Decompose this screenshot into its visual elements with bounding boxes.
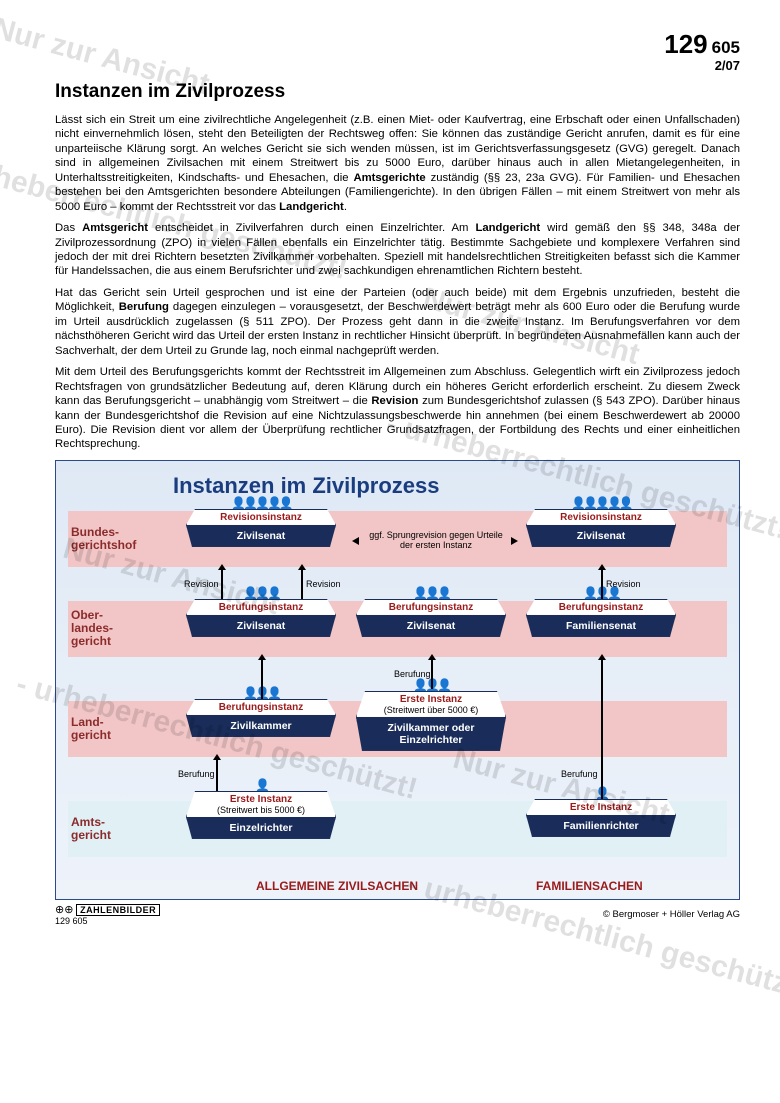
arrow-label: Berufung [394,669,431,679]
court-body-label: Zivilkammer [186,715,336,737]
sprungrevision-note: ggf. Sprungrevision gegen Urteile der er… [366,531,506,551]
court-body-label: Familienrichter [526,815,676,837]
arrow-label: Revision [184,579,219,589]
court-instance-label: Erste Instanz(Streitwert über 5000 €) [356,691,506,717]
appeal-arrow [261,659,263,699]
court-box-lg1: 👤👤👤BerufungsinstanzZivilkammer [186,699,336,737]
court-box-olg3: 👤👤👤BerufungsinstanzFamiliensenat [526,599,676,637]
page-title: Instanzen im Zivilprozess [55,81,740,103]
court-box-ag1: 👤Erste Instanz(Streitwert bis 5000 €)Ein… [186,791,336,839]
court-instance-label: Revisionsinstanz [186,509,336,525]
court-instance-label: Berufungsinstanz [186,699,336,715]
court-body-label: Zivilsenat [186,525,336,547]
appeal-arrow [601,569,603,599]
court-box-olg1: 👤👤👤BerufungsinstanzZivilsenat [186,599,336,637]
court-box-lg2: 👤👤👤Erste Instanz(Streitwert über 5000 €)… [356,691,506,751]
brand-label: ZAHLENBILDER [76,904,160,916]
court-body-label: Zivilsenat [356,615,506,637]
appeal-arrow [216,759,218,791]
judges-icon: 👤 [186,778,336,792]
arrow-label: Berufung [561,769,598,779]
court-instance-label: Berufungsinstanz [356,599,506,615]
court-level-label: Amts-gericht [68,816,166,842]
court-body-label: Einzelrichter [186,817,336,839]
arrow-label: Berufung [178,769,215,779]
arrow-right-icon [511,537,518,545]
diagram-container: Instanzen im Zivilprozess Bundes-gericht… [55,460,740,900]
arrow-label: Revision [306,579,341,589]
court-body-label: Zivilsenat [186,615,336,637]
court-body-label: Zivilkammer oder Einzelrichter [356,717,506,751]
court-box-ag2: 👤Erste InstanzFamilienrichter [526,799,676,837]
court-instance-label: Berufungsinstanz [526,599,676,615]
court-level-label: Ober-landes-gericht [68,609,166,649]
appeal-arrow [601,659,603,799]
arrow-left-icon [352,537,359,545]
court-instance-label: Berufungsinstanz [186,599,336,615]
page-number: 129605 2/07 [55,30,740,73]
court-body-label: Zivilsenat [526,525,676,547]
court-instance-label: Erste Instanz(Streitwert bis 5000 €) [186,791,336,817]
court-level-label: Land-gericht [68,716,166,742]
appeal-arrow [221,569,223,599]
paragraph-4: Mit dem Urteil des Berufungsgerichts kom… [55,365,740,452]
court-body-label: Familiensenat [526,615,676,637]
category-family: FAMILIENSACHEN [536,879,643,893]
copyright: © Bergmoser + Höller Verlag AG [603,909,740,920]
paragraph-3: Hat das Gericht sein Urteil gesprochen u… [55,286,740,358]
footer-num: 129 605 [55,916,160,926]
court-box-olg2: 👤👤👤BerufungsinstanzZivilsenat [356,599,506,637]
category-general: ALLGEMEINE ZIVILSACHEN [256,879,418,893]
judges-icon: 👤👤👤👤👤 [526,496,676,510]
judges-icon: 👤👤👤 [356,586,506,600]
court-box-bgh2: 👤👤👤👤👤RevisionsinstanzZivilsenat [526,509,676,547]
appeal-arrow [431,659,433,689]
court-instance-label: Revisionsinstanz [526,509,676,525]
paragraph-1: Lässt sich ein Streit um eine zivilrecht… [55,113,740,214]
arrow-label: Revision [606,579,641,589]
paragraph-2: Das Amtsgericht entscheidet in Zivilverf… [55,221,740,279]
judges-icon: 👤👤👤👤👤 [186,496,336,510]
court-instance-label: Erste Instanz [526,799,676,815]
court-box-bgh1: 👤👤👤👤👤RevisionsinstanzZivilsenat [186,509,336,547]
appeal-arrow [301,569,303,599]
court-level-label: Bundes-gerichtshof [68,526,166,552]
footer: ⊕⊕ ZAHLENBILDER 129 605 © Bergmoser + Hö… [55,903,740,926]
